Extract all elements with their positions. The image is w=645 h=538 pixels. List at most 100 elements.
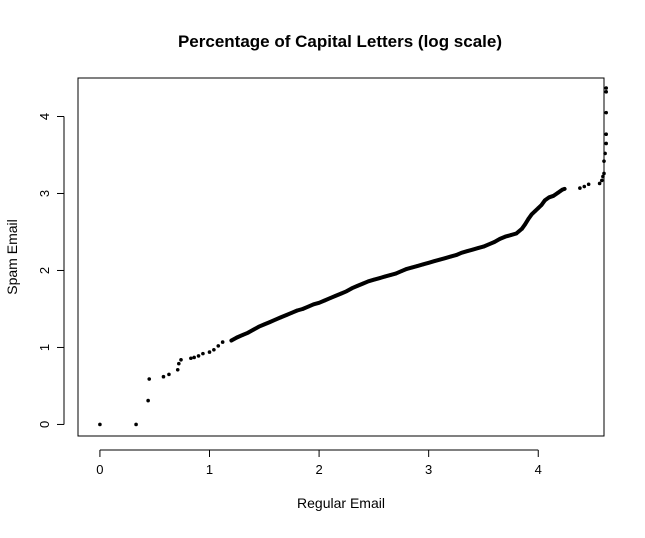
- data-point: [459, 250, 464, 255]
- data-point: [526, 217, 531, 221]
- data-point: [262, 322, 267, 327]
- x-axis: 0 1 2 3 4: [96, 449, 542, 477]
- data-point: [196, 354, 201, 358]
- data-point: [443, 256, 447, 260]
- data-point: [547, 195, 552, 200]
- data-point: [220, 340, 225, 344]
- y-tick-label: 3: [37, 190, 52, 197]
- data-point: [175, 367, 180, 372]
- data-point: [273, 317, 278, 322]
- data-point: [322, 298, 327, 303]
- x-tick-label: 2: [315, 462, 322, 477]
- data-point: [604, 141, 608, 146]
- data-point: [582, 184, 587, 189]
- data-point: [393, 271, 398, 276]
- data-point: [476, 246, 480, 250]
- data-point: [536, 206, 541, 210]
- x-tick-label: 1: [206, 462, 213, 477]
- chart-title: Percentage of Capital Letters (log scale…: [178, 32, 502, 51]
- data-point: [267, 320, 272, 324]
- data-point: [523, 222, 527, 227]
- x-tick-label: 4: [535, 462, 542, 477]
- data-point: [179, 357, 183, 362]
- data-point: [339, 291, 343, 296]
- data-point: [509, 233, 513, 237]
- data-point: [586, 182, 591, 187]
- data-point: [366, 279, 371, 284]
- x-tick-label: 3: [425, 462, 432, 477]
- data-point: [240, 333, 245, 337]
- data-point: [492, 240, 497, 244]
- data-point: [578, 186, 582, 190]
- data-point: [503, 234, 508, 239]
- data-point: [421, 262, 425, 267]
- data-point: [216, 344, 221, 348]
- data-point: [454, 253, 458, 257]
- data-point: [498, 237, 502, 241]
- data-point: [229, 338, 234, 343]
- data-point: [487, 242, 491, 247]
- data-point: [600, 178, 604, 183]
- data-point: [350, 286, 354, 290]
- data-point: [604, 132, 608, 137]
- data-point: [98, 422, 102, 427]
- data-point: [465, 249, 469, 254]
- y-tick-label: 4: [37, 113, 52, 120]
- y-axis: 0 1 2 3 4: [37, 113, 65, 428]
- data-point: [361, 281, 365, 286]
- data-point: [344, 289, 349, 294]
- data-point: [426, 260, 431, 265]
- data-point: [257, 324, 261, 329]
- data-points: [98, 86, 608, 427]
- data-point: [167, 372, 171, 377]
- data-point: [212, 347, 216, 352]
- data-point: [602, 171, 606, 176]
- data-point: [207, 350, 212, 354]
- data-point: [432, 259, 436, 264]
- data-point: [543, 198, 547, 203]
- data-point: [602, 159, 606, 163]
- y-tick-label: 1: [37, 344, 52, 351]
- data-point: [410, 265, 415, 270]
- data-point: [604, 86, 608, 90]
- data-point: [177, 361, 181, 366]
- data-point: [355, 284, 360, 288]
- x-axis-label: Regular Email: [297, 495, 385, 511]
- data-point: [311, 302, 316, 307]
- data-point: [201, 351, 205, 356]
- data-point: [604, 90, 608, 94]
- data-point: [289, 311, 294, 315]
- data-point: [388, 273, 393, 277]
- data-point: [278, 315, 283, 320]
- data-point: [514, 231, 519, 236]
- data-point: [539, 203, 544, 207]
- data-point: [520, 227, 524, 231]
- data-point: [603, 151, 607, 156]
- data-point: [383, 274, 387, 279]
- data-point: [399, 269, 404, 274]
- data-point: [533, 209, 537, 213]
- data-point: [146, 398, 150, 403]
- data-point: [192, 355, 196, 360]
- data-point: [284, 313, 289, 317]
- y-tick-label: 2: [37, 267, 52, 274]
- data-point: [235, 335, 239, 340]
- data-point: [604, 110, 608, 115]
- data-point: [470, 247, 475, 252]
- data-point: [562, 187, 567, 191]
- data-point: [251, 327, 256, 332]
- data-point: [377, 276, 382, 280]
- data-point: [189, 356, 193, 361]
- data-point: [551, 193, 556, 198]
- data-point: [437, 257, 442, 262]
- data-point: [317, 301, 321, 305]
- data-point: [529, 212, 534, 217]
- y-axis-label: Spam Email: [4, 219, 20, 294]
- data-point: [597, 181, 602, 186]
- y-tick-label: 0: [37, 421, 52, 428]
- data-point: [372, 277, 376, 282]
- data-point: [481, 244, 486, 249]
- data-point: [448, 254, 453, 259]
